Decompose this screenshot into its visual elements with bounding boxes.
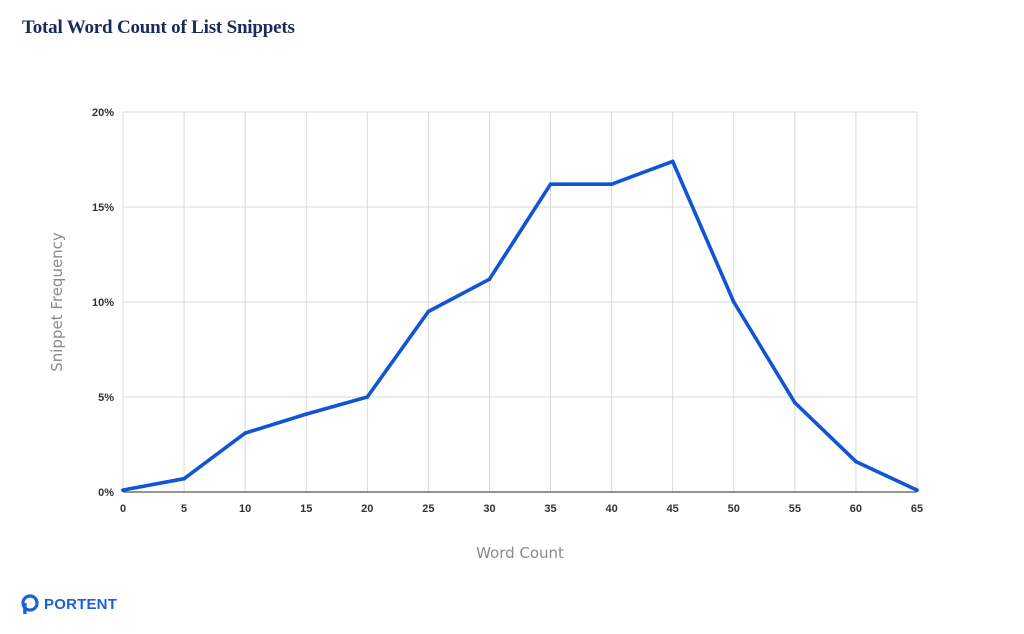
- x-tick-label: 15: [300, 503, 312, 515]
- x-tick-label: 10: [239, 503, 251, 515]
- data-point: [915, 488, 919, 492]
- data-point: [854, 459, 858, 464]
- x-tick-label: 50: [728, 503, 740, 515]
- tick-labels: 0 5 10 15 20 25 30 35 40 45 50 55 60 65 0% 5% 10% 15% 20%: [92, 107, 923, 515]
- series-layer: [121, 159, 919, 492]
- data-point: [426, 309, 431, 314]
- data-point: [304, 412, 309, 416]
- x-tick-label: 25: [422, 503, 434, 515]
- data-point: [670, 159, 675, 164]
- y-tick-label: 15%: [92, 202, 114, 214]
- data-point: [243, 431, 247, 435]
- x-tick-label: 0: [120, 503, 126, 515]
- y-axis-title: Snippet Frequency: [48, 232, 66, 372]
- data-point: [793, 400, 797, 405]
- x-tick-label: 20: [361, 503, 373, 515]
- x-tick-label: 60: [850, 503, 862, 515]
- y-tick-label: 10%: [92, 297, 114, 309]
- series-line: [121, 159, 919, 492]
- x-tick-label: 45: [667, 503, 679, 515]
- x-tick-label: 30: [483, 503, 495, 515]
- data-point: [548, 182, 553, 186]
- portent-logo-icon: [21, 594, 39, 614]
- data-point: [365, 395, 370, 399]
- data-point: [182, 476, 186, 481]
- chart-title: Total Word Count of List Snippets: [22, 17, 295, 38]
- data-point: [731, 300, 736, 304]
- y-tick-label: 20%: [92, 107, 114, 119]
- x-tick-label: 65: [911, 503, 923, 515]
- data-point: [121, 488, 125, 492]
- y-tick-label: 5%: [98, 392, 114, 404]
- y-tick-label: 0%: [98, 487, 114, 499]
- axes: [122, 112, 917, 493]
- data-point: [487, 277, 492, 282]
- brand-name: PORTENT: [44, 595, 118, 613]
- x-axis-title: Word Count: [476, 544, 564, 562]
- data-point: [609, 182, 614, 186]
- x-tick-label: 5: [181, 503, 187, 515]
- portent-logo: PORTENT: [20, 593, 117, 615]
- x-tick-label: 40: [605, 503, 617, 515]
- x-tick-label: 35: [544, 503, 556, 515]
- x-tick-label: 55: [789, 503, 801, 515]
